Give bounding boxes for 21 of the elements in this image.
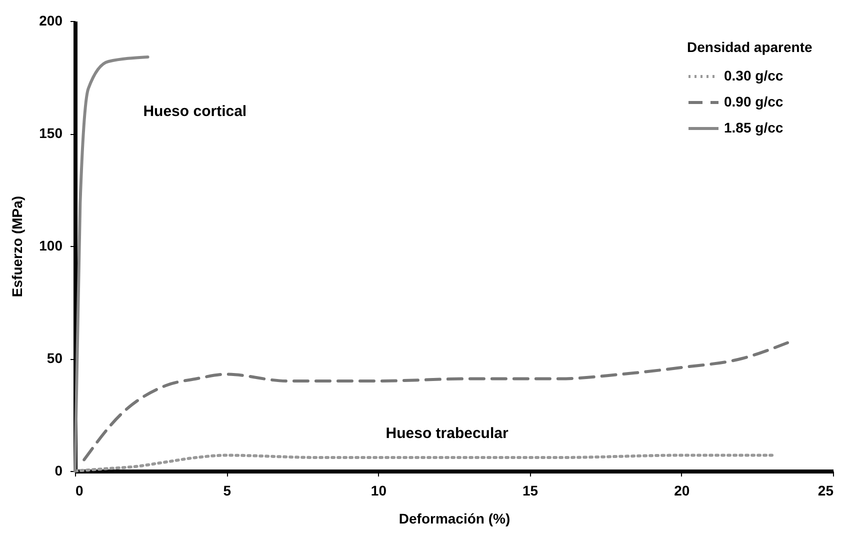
x-tick-label: 0 <box>76 482 84 498</box>
annotation: Hueso cortical <box>143 103 247 120</box>
legend-label: 1.85 g/cc <box>724 120 784 136</box>
x-tick-label: 10 <box>370 482 387 498</box>
x-tick-label: 20 <box>674 482 690 498</box>
line-series <box>82 341 790 462</box>
y-tick-label: 0 <box>54 462 63 478</box>
y-axis-title: Esfuerzo (MPa) <box>9 196 26 298</box>
line-series <box>74 454 774 472</box>
legend-label: 0.30 g/cc <box>724 68 784 84</box>
x-tick-label: 25 <box>818 482 834 498</box>
x-axis-title: Deformación (%) <box>398 510 510 526</box>
x-tick-label: 5 <box>223 482 232 498</box>
annotation: Hueso trabecular <box>386 424 508 442</box>
y-tick-label: 150 <box>39 125 63 141</box>
x-tick-label: 15 <box>522 482 538 498</box>
legend-title: Densidad aparente <box>687 39 812 55</box>
y-tick-label: 50 <box>46 350 63 366</box>
legend-label: 0.90 g/cc <box>724 94 784 110</box>
y-tick-label: 100 <box>39 238 63 254</box>
y-tick-label: 200 <box>39 12 63 28</box>
